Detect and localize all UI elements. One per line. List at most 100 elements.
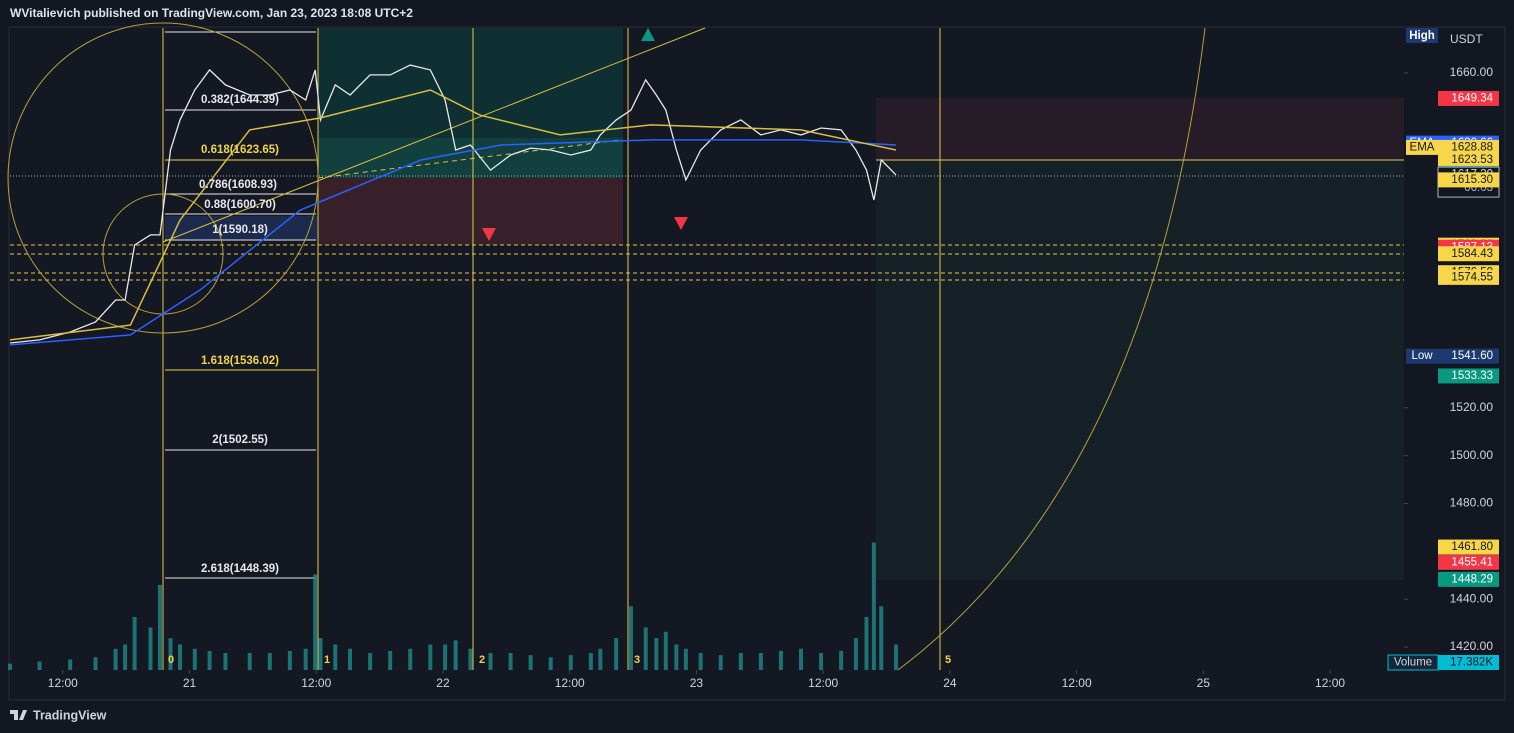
high-tag: High — [1409, 30, 1435, 42]
volume-bar — [132, 616, 137, 670]
high-tag-bg — [1406, 28, 1438, 43]
volume-bar — [894, 644, 899, 670]
price-badge — [1438, 554, 1499, 570]
volume-bar — [528, 655, 533, 670]
dashed-levels — [10, 244, 1404, 281]
volume-bar — [643, 627, 648, 670]
y-tick-label: 1420.00 — [1450, 639, 1494, 653]
price-badge-label: 1628.88 — [1451, 141, 1493, 153]
y-tick-label: 1660.00 — [1450, 65, 1494, 79]
volume-bar — [333, 644, 338, 670]
volume-bar — [488, 653, 493, 670]
volume-bar — [207, 650, 212, 670]
volume-bar — [548, 657, 553, 670]
volume-bar — [588, 653, 593, 670]
volume-badge-bg — [1438, 655, 1499, 670]
logo — [10, 710, 27, 720]
price-badge-label: 1649.34 — [1451, 92, 1493, 104]
volume-bar — [408, 648, 413, 670]
fib-label: 0.618(1623.65) — [201, 144, 279, 156]
volume-badge: 17.382K — [1450, 657, 1493, 669]
volume-bar — [654, 638, 659, 670]
price-badge — [1438, 246, 1499, 262]
fib-box — [165, 216, 317, 240]
volume-bar — [318, 638, 323, 670]
volume-bar — [157, 585, 162, 670]
price-badge — [1438, 348, 1499, 364]
volume-bar — [37, 661, 42, 670]
volume-bar — [508, 653, 513, 670]
volume-bar — [313, 574, 318, 670]
volume-bar — [303, 648, 308, 670]
y-tick-label: 1480.00 — [1450, 496, 1494, 510]
time-zone-label: 5 — [945, 654, 951, 666]
price-line — [9, 64, 897, 344]
volume-bar — [443, 644, 448, 670]
volume-bar — [93, 657, 98, 670]
volume-bar — [598, 648, 603, 670]
volume-bar — [698, 653, 703, 670]
price-badge-label: 1574.55 — [1451, 271, 1493, 283]
x-tick-label: 12:00 — [555, 676, 585, 690]
price-badge-label: 1533.33 — [1451, 370, 1493, 382]
volume-bar — [758, 653, 763, 670]
volume-bar — [683, 648, 688, 670]
trend-dashed — [317, 139, 621, 179]
x-tick-label: 12:00 — [48, 676, 78, 690]
volume-bar — [192, 648, 197, 670]
x-tick-label: 12:00 — [808, 676, 838, 690]
volume-bar — [738, 653, 743, 670]
price-badge-label: 1584.43 — [1451, 248, 1493, 260]
volume-bar — [778, 650, 783, 670]
volume-bar — [148, 627, 153, 670]
volume-bar — [674, 644, 679, 670]
price-line — [9, 139, 897, 346]
price-badge — [1438, 172, 1499, 188]
x-tick-label: 12:00 — [1062, 676, 1092, 690]
price-badge-label: 1541.60 — [1451, 350, 1493, 362]
volume-bar — [428, 644, 433, 670]
footer-brand: TradingView — [33, 708, 107, 722]
volume-bar — [864, 616, 869, 670]
volume-bar — [348, 648, 353, 670]
volume-bar — [287, 650, 292, 670]
volume-tag: Volume — [1394, 657, 1432, 669]
x-tick-label: 12:00 — [1315, 676, 1345, 690]
fib-label: 0.786(1608.93) — [199, 179, 277, 191]
y-tick-label: 1440.00 — [1450, 591, 1494, 605]
y-tick-label: 1500.00 — [1450, 448, 1494, 462]
fib-label: 0.382(1644.39) — [201, 94, 279, 106]
target-zone — [876, 160, 1404, 580]
time-zone-label: 0 — [168, 654, 174, 666]
volume-bar — [388, 650, 393, 670]
price-badge — [1438, 139, 1499, 155]
volume-bar — [614, 638, 619, 670]
x-tick-label: 21 — [183, 676, 197, 690]
volume-bar — [247, 653, 252, 670]
time-zone-label: 1 — [324, 654, 330, 666]
price-badge-label: 1623.53 — [1451, 154, 1493, 166]
time-zone-label: 3 — [634, 654, 640, 666]
price-badge — [1438, 368, 1499, 384]
fib-label: 0.88(1600.70) — [204, 199, 276, 211]
fib-label: 1.618(1536.02) — [201, 355, 279, 367]
volume-bar — [123, 644, 128, 670]
volume-bar — [718, 655, 723, 670]
x-tick-label: 24 — [943, 676, 957, 690]
volume-bar — [368, 653, 373, 670]
volume-bar — [839, 650, 844, 670]
fib-label: 2.618(1448.39) — [201, 563, 279, 575]
price-badge — [1438, 539, 1499, 555]
price-badge — [1438, 571, 1499, 587]
volume-bar — [663, 631, 668, 670]
price-badge-label: 1461.80 — [1451, 541, 1493, 553]
y-tick-label: 1520.00 — [1450, 400, 1494, 414]
publisher: WVitalievich published on TradingView.co… — [10, 6, 413, 20]
fib-label: 2(1502.55) — [212, 434, 268, 446]
price-badge-label: 1448.29 — [1451, 573, 1493, 585]
volume-bar — [853, 638, 858, 670]
volume-bar — [113, 648, 118, 670]
stop-zone — [876, 98, 1404, 160]
x-tick-label: 22 — [436, 676, 450, 690]
volume-bar — [8, 663, 12, 670]
